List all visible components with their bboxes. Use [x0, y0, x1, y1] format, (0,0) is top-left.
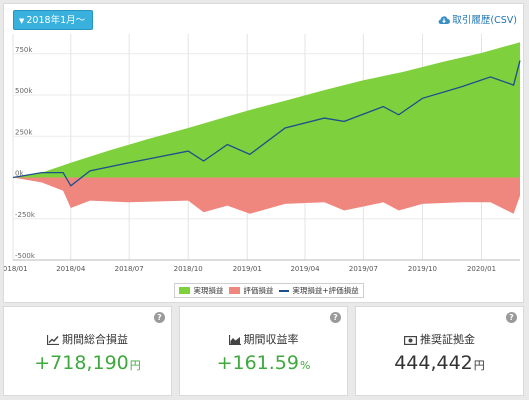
stat-label-return-rate: 期間収益率 [180, 331, 347, 347]
line-chart-icon [46, 335, 59, 346]
stat-card-return-rate: ? 期間収益率 +161.59% [179, 306, 348, 396]
stat-label-text: 期間総合損益 [62, 333, 128, 346]
y-tick-label: -250k [15, 211, 36, 219]
legend-swatch-total [279, 289, 290, 292]
x-tick-label: 2019/04 [290, 265, 320, 273]
stat-label-margin: 推奨証拠金 [356, 331, 523, 347]
legend-label-unrealized: 評価損益 [243, 286, 274, 295]
help-icon[interactable]: ? [506, 312, 517, 323]
area-realized [13, 42, 520, 178]
profit-chart: 750k 500k 250k 0k -250k -500k 2018/01 2018/04 20… [4, 34, 521, 273]
x-tick-label: 2018/01 [4, 265, 28, 273]
stat-label-text: 期間収益率 [243, 333, 299, 346]
y-tick-label: 250k [15, 128, 33, 136]
money-icon [404, 336, 418, 346]
legend-swatch-realized [179, 287, 191, 294]
x-tick-label: 2019/10 [408, 265, 437, 273]
x-tick-label: 2018/04 [56, 265, 86, 273]
stat-number: +718,190 [34, 352, 129, 374]
csv-link-label: 取引履歴(CSV) [452, 15, 517, 26]
legend-item-realized[interactable]: 実現損益 [179, 285, 223, 296]
chart-legend: 実現損益 評価損益 実現損益+評価損益 [174, 283, 364, 298]
line-total [12, 60, 521, 187]
x-tick-label: 2019/01 [233, 265, 262, 273]
caret-down-icon: ▼ [19, 17, 25, 25]
stat-number: 444,442 [394, 352, 473, 374]
legend-label-realized: 実現損益 [193, 286, 224, 295]
legend-item-total[interactable]: 実現損益+評価損益 [279, 285, 359, 296]
x-tick-label: 2018/07 [115, 265, 144, 273]
x-tick-label: 2019/07 [349, 265, 378, 273]
stat-number: +161.59 [216, 352, 299, 374]
legend-item-unrealized[interactable]: 評価損益 [229, 285, 273, 296]
y-tick-label: 500k [15, 87, 33, 95]
legend-swatch-unrealized [229, 287, 241, 294]
stat-value-margin: 444,442円 [356, 352, 523, 374]
y-tick-label: 0k [15, 170, 24, 178]
stat-card-total-profit: ? 期間総合損益 +718,190円 [3, 306, 172, 396]
stat-unit: 円 [473, 359, 485, 372]
period-label: 2018年1月〜 [26, 15, 86, 26]
stat-value-total-profit: +718,190円 [4, 352, 171, 374]
y-tick-label: 750k [15, 46, 33, 54]
y-tick-label: -500k [15, 252, 36, 260]
stat-label-text: 推奨証拠金 [420, 333, 475, 346]
stat-label-total-profit: 期間総合損益 [4, 331, 171, 347]
stat-card-margin: ? 推奨証拠金 444,442円 [355, 306, 524, 396]
cloud-download-icon [439, 16, 451, 25]
area-unrealized [13, 177, 520, 214]
legend-label-total: 実現損益+評価損益 [292, 286, 359, 295]
csv-download-link[interactable]: 取引履歴(CSV) [438, 12, 517, 26]
period-select-button[interactable]: ▼ 2018年1月〜 [13, 10, 93, 30]
help-icon[interactable]: ? [330, 312, 341, 323]
stat-unit: % [299, 359, 311, 372]
help-icon[interactable]: ? [154, 312, 165, 323]
area-chart-icon [228, 335, 241, 346]
stat-unit: 円 [129, 359, 141, 372]
stat-value-return-rate: +161.59% [180, 352, 347, 374]
chart-card: ▼ 2018年1月〜 取引履歴(CSV) 750k 500k 250k 0k -250k -… [3, 3, 524, 303]
x-tick-label: 2020/01 [467, 265, 496, 273]
x-tick-label: 2018/10 [174, 265, 203, 273]
